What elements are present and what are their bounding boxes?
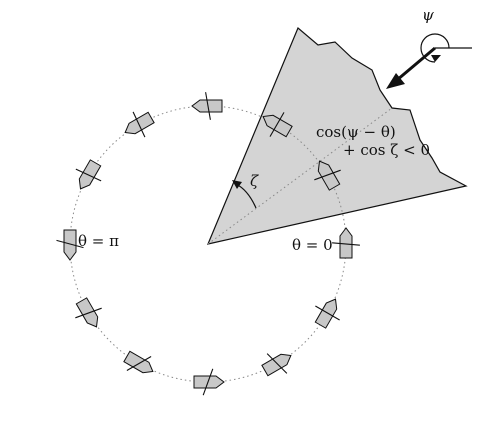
psi-angle-arc [420, 33, 450, 63]
theta-pi-label: θ = π [78, 232, 119, 250]
boat [56, 229, 84, 261]
boat [191, 92, 223, 120]
shaded-sector [207, 27, 468, 245]
boat-hull [75, 297, 99, 328]
boat-paddle [315, 305, 340, 321]
boat-paddle [314, 169, 341, 181]
boat-hull [317, 160, 341, 191]
boat [75, 297, 102, 328]
boat [75, 159, 102, 190]
condition-line-1: cos(ψ − θ) [316, 123, 396, 141]
boat-hull [314, 298, 338, 329]
boat-hull [63, 229, 77, 261]
boat-hull [193, 375, 225, 389]
boat [261, 353, 292, 377]
zeta-arrowhead [232, 180, 242, 189]
boat [332, 227, 360, 259]
boat-paddle [132, 111, 146, 138]
boat-paddle [75, 168, 102, 182]
boat [123, 350, 154, 374]
zeta-label: ζ [250, 172, 259, 190]
boat-paddle [332, 242, 360, 246]
boat-hull [262, 114, 293, 138]
psi-arrowhead [431, 55, 441, 62]
condition-line-2: + cos ζ < 0 [343, 141, 430, 159]
boat-hull [339, 227, 353, 259]
boats-group [56, 92, 360, 396]
boat [314, 160, 341, 191]
boat-paddle [126, 356, 152, 371]
psi-label: ψ [422, 6, 434, 24]
boat-paddle [205, 92, 211, 120]
wind-arrow-shaft [396, 46, 436, 82]
boat [124, 111, 155, 138]
boat-hull [191, 99, 223, 113]
boat-paddle [266, 353, 288, 374]
boat-paddle [269, 112, 285, 137]
boat [193, 368, 225, 396]
boat-paddle [56, 239, 84, 249]
wind-arrowhead [386, 73, 405, 89]
boat-hull [78, 159, 102, 190]
boat [314, 298, 340, 329]
boat-hull [123, 350, 154, 374]
boat-hull [261, 353, 292, 377]
boat-hull [124, 111, 155, 135]
theta-zero-label: θ = 0 [292, 236, 333, 254]
boat [262, 112, 293, 138]
boat-paddle [75, 307, 102, 319]
boat-paddle [202, 368, 214, 396]
